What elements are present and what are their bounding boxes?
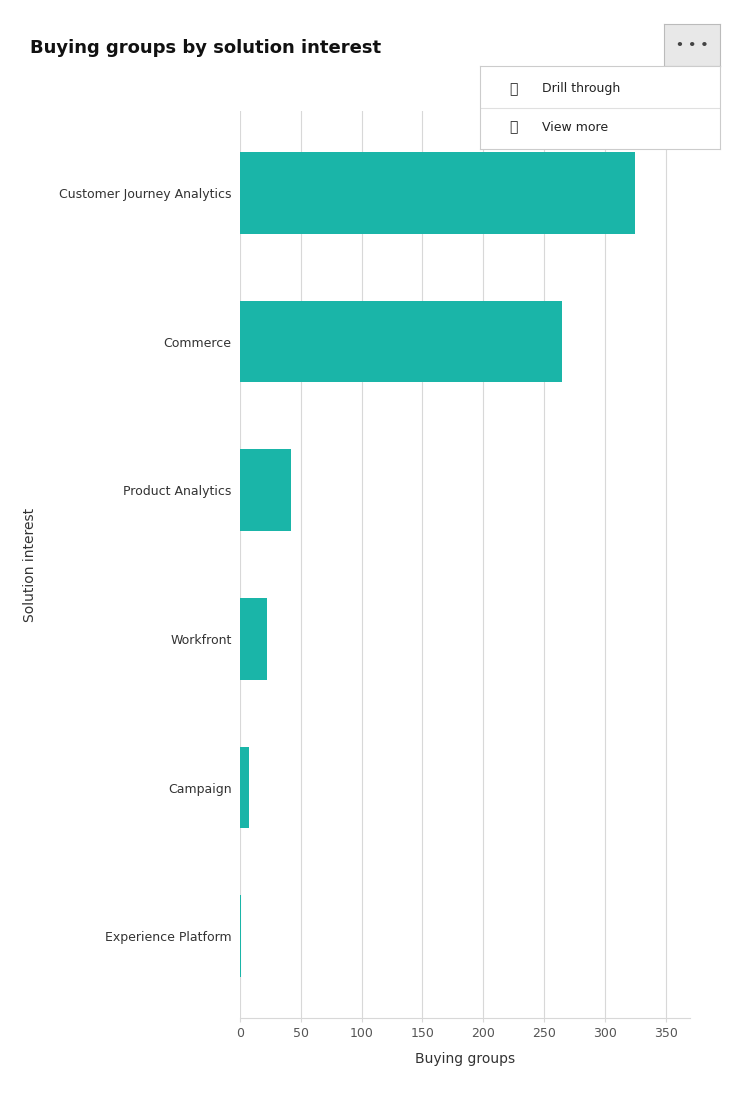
Text: 🔍: 🔍 <box>509 120 518 134</box>
Bar <box>240 896 242 977</box>
Bar <box>240 747 248 828</box>
Text: Solution interest: Solution interest <box>23 507 37 622</box>
Text: 🔍: 🔍 <box>509 82 518 96</box>
Text: Drill through: Drill through <box>542 82 621 95</box>
Bar <box>240 301 562 382</box>
Bar <box>240 598 267 680</box>
Text: Buying groups by solution interest: Buying groups by solution interest <box>30 39 381 56</box>
Bar <box>240 152 635 234</box>
Text: • • •: • • • <box>676 39 708 52</box>
X-axis label: Buying groups: Buying groups <box>415 1052 515 1066</box>
Text: View more: View more <box>542 121 608 134</box>
Bar <box>240 449 291 531</box>
